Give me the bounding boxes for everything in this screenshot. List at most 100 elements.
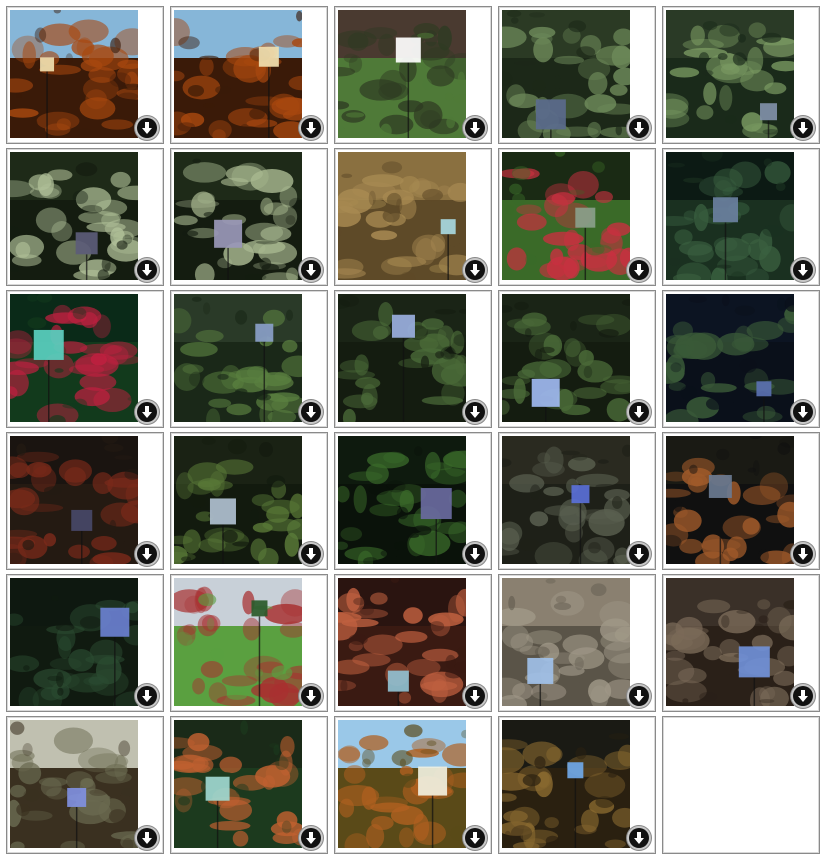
thumbnail-image[interactable] xyxy=(666,152,794,280)
thumbnail-image[interactable] xyxy=(502,436,630,564)
thumbnail-image[interactable] xyxy=(338,294,466,422)
download-arrow-icon[interactable] xyxy=(465,260,485,280)
thumbnail-graphic xyxy=(502,294,630,422)
download-arrow-icon[interactable] xyxy=(137,260,157,280)
thumbnail-image[interactable] xyxy=(10,578,138,706)
gallery-cell xyxy=(170,432,328,570)
download-arrow-icon[interactable] xyxy=(629,118,649,138)
thumbnail-image[interactable] xyxy=(174,578,302,706)
thumbnail-image[interactable] xyxy=(174,436,302,564)
download-arrow-icon[interactable] xyxy=(629,686,649,706)
thumbnail-image[interactable] xyxy=(174,720,302,848)
thumbnail-image[interactable] xyxy=(502,578,630,706)
gallery-cell xyxy=(170,574,328,712)
image-grid xyxy=(6,6,828,862)
download-arrow-icon[interactable] xyxy=(465,544,485,564)
thumbnail-image[interactable] xyxy=(502,294,630,422)
gallery-cell xyxy=(334,6,492,144)
thumbnail-image[interactable] xyxy=(174,152,302,280)
gallery-cell xyxy=(6,148,164,286)
thumbnail-graphic xyxy=(666,152,794,280)
download-arrow-icon[interactable] xyxy=(629,544,649,564)
thumbnail-image[interactable] xyxy=(338,720,466,848)
download-arrow-icon[interactable] xyxy=(465,828,485,848)
gallery-cell xyxy=(498,290,656,428)
download-arrow-icon[interactable] xyxy=(301,260,321,280)
download-arrow-icon[interactable] xyxy=(301,544,321,564)
thumbnail-graphic xyxy=(174,720,302,848)
gallery-cell xyxy=(170,290,328,428)
thumbnail-graphic xyxy=(502,436,630,564)
gallery-cell xyxy=(6,716,164,854)
thumbnail-image[interactable] xyxy=(174,10,302,138)
download-arrow-icon[interactable] xyxy=(629,402,649,422)
download-arrow-icon[interactable] xyxy=(793,544,813,564)
thumbnail-image[interactable] xyxy=(666,294,794,422)
thumbnail-graphic xyxy=(10,10,138,138)
thumbnail-image[interactable] xyxy=(10,152,138,280)
download-arrow-icon[interactable] xyxy=(301,402,321,422)
thumbnail-image[interactable] xyxy=(338,10,466,138)
thumbnail-image[interactable] xyxy=(502,10,630,138)
gallery-cell xyxy=(498,432,656,570)
gallery-cell xyxy=(498,574,656,712)
thumbnail-graphic xyxy=(10,152,138,280)
thumbnail-graphic xyxy=(174,294,302,422)
thumbnail-graphic xyxy=(502,152,630,280)
thumbnail-graphic xyxy=(338,436,466,564)
download-arrow-icon[interactable] xyxy=(137,686,157,706)
download-arrow-icon[interactable] xyxy=(137,402,157,422)
download-arrow-icon[interactable] xyxy=(137,828,157,848)
gallery-cell xyxy=(6,6,164,144)
gallery-cell xyxy=(170,716,328,854)
thumbnail-image[interactable] xyxy=(174,294,302,422)
gallery-cell xyxy=(170,6,328,144)
download-arrow-icon[interactable] xyxy=(793,118,813,138)
download-arrow-icon[interactable] xyxy=(137,118,157,138)
gallery-cell xyxy=(334,432,492,570)
download-arrow-icon[interactable] xyxy=(793,402,813,422)
thumbnail-graphic xyxy=(666,578,794,706)
gallery-cell xyxy=(334,716,492,854)
thumbnail-image[interactable] xyxy=(666,436,794,564)
thumbnail-image[interactable] xyxy=(10,10,138,138)
thumbnail-image[interactable] xyxy=(10,436,138,564)
thumbnail-image[interactable] xyxy=(338,578,466,706)
thumbnail-image[interactable] xyxy=(10,294,138,422)
empty-cell xyxy=(662,716,820,854)
download-arrow-icon[interactable] xyxy=(793,686,813,706)
thumbnail-image[interactable] xyxy=(666,10,794,138)
thumbnail-image[interactable] xyxy=(10,720,138,848)
thumbnail-graphic xyxy=(666,294,794,422)
gallery-cell xyxy=(662,290,820,428)
gallery-cell xyxy=(662,148,820,286)
download-arrow-icon[interactable] xyxy=(793,260,813,280)
download-arrow-icon[interactable] xyxy=(137,544,157,564)
thumbnail-graphic xyxy=(174,578,302,706)
thumbnail-graphic xyxy=(338,578,466,706)
thumbnail-image[interactable] xyxy=(338,152,466,280)
download-arrow-icon[interactable] xyxy=(465,686,485,706)
gallery-cell xyxy=(662,432,820,570)
download-arrow-icon[interactable] xyxy=(629,260,649,280)
gallery-cell xyxy=(498,148,656,286)
gallery-cell xyxy=(334,148,492,286)
thumbnail-graphic xyxy=(10,720,138,848)
download-arrow-icon[interactable] xyxy=(629,828,649,848)
thumbnail-graphic xyxy=(174,152,302,280)
gallery-cell xyxy=(498,716,656,854)
thumbnail-image[interactable] xyxy=(502,152,630,280)
thumbnail-image[interactable] xyxy=(338,436,466,564)
download-arrow-icon[interactable] xyxy=(301,118,321,138)
download-arrow-icon[interactable] xyxy=(301,686,321,706)
gallery-cell xyxy=(170,148,328,286)
thumbnail-image[interactable] xyxy=(666,578,794,706)
gallery-cell xyxy=(662,6,820,144)
thumbnail-graphic xyxy=(338,720,466,848)
thumbnail-graphic xyxy=(338,10,466,138)
download-arrow-icon[interactable] xyxy=(465,118,485,138)
download-arrow-icon[interactable] xyxy=(465,402,485,422)
download-arrow-icon[interactable] xyxy=(301,828,321,848)
thumbnail-image[interactable] xyxy=(502,720,630,848)
thumbnail-graphic xyxy=(666,436,794,564)
